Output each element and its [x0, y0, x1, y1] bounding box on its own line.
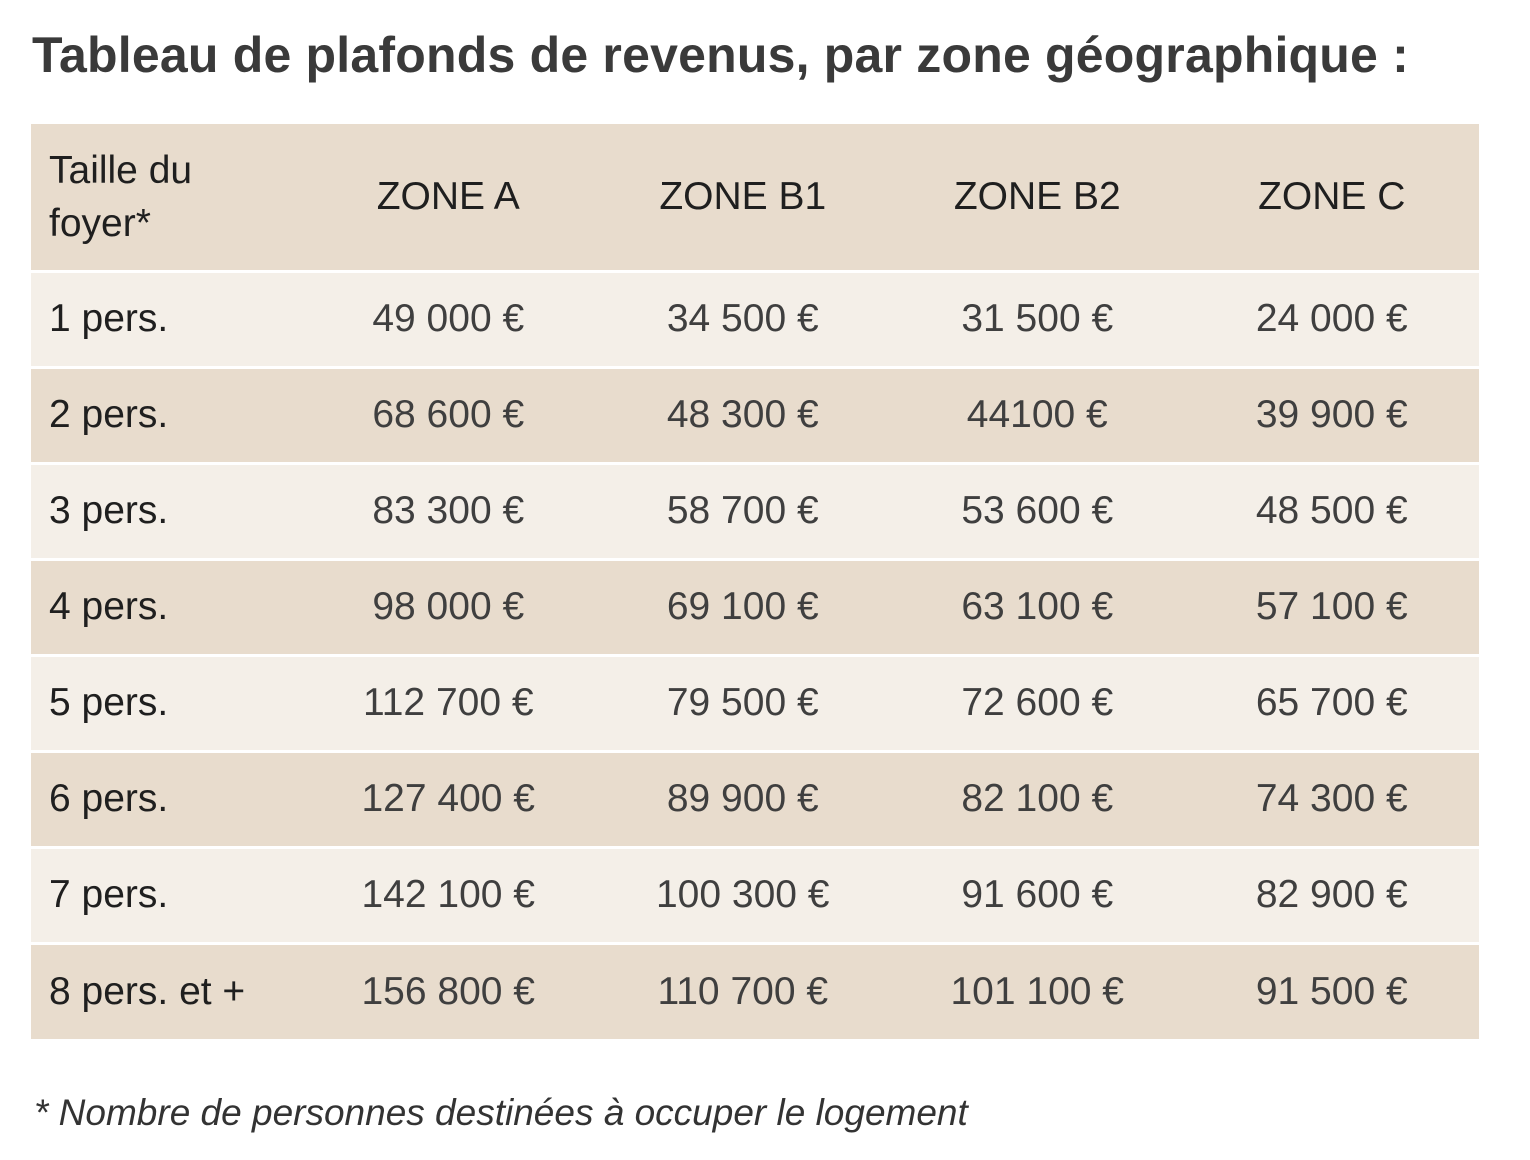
zone-b1-cell: 48 300 € — [595, 367, 890, 465]
table-row: 2 pers. 68 600 € 48 300 € 44100 € 39 900… — [31, 367, 1479, 465]
zone-b2-cell: 72 600 € — [890, 655, 1185, 753]
zone-b1-cell: 100 300 € — [595, 847, 890, 945]
zone-c-cell: 57 100 € — [1184, 559, 1479, 657]
zone-a-cell: 112 700 € — [301, 655, 596, 753]
zone-b1-cell: 69 100 € — [595, 559, 890, 657]
income-ceiling-table: Taille du foyer* ZONE A ZONE B1 ZONE B2 … — [31, 124, 1479, 1039]
household-size-cell: 5 pers. — [31, 655, 301, 753]
household-size-cell: 3 pers. — [31, 463, 301, 561]
zone-a-cell: 49 000 € — [301, 271, 596, 369]
household-size-cell: 4 pers. — [31, 559, 301, 657]
zone-c-cell: 39 900 € — [1184, 367, 1479, 465]
header-zone-b1: ZONE B1 — [595, 124, 890, 273]
zone-b2-cell: 53 600 € — [890, 463, 1185, 561]
zone-a-cell: 142 100 € — [301, 847, 596, 945]
household-size-cell: 1 pers. — [31, 271, 301, 369]
header-zone-c: ZONE C — [1184, 124, 1479, 273]
zone-a-cell: 83 300 € — [301, 463, 596, 561]
table-row: 5 pers. 112 700 € 79 500 € 72 600 € 65 7… — [31, 655, 1479, 753]
zone-b1-cell: 89 900 € — [595, 751, 890, 849]
zone-c-cell: 24 000 € — [1184, 271, 1479, 369]
zone-c-cell: 82 900 € — [1184, 847, 1479, 945]
zone-b1-cell: 79 500 € — [595, 655, 890, 753]
page-title: Tableau de plafonds de revenus, par zone… — [32, 27, 1409, 83]
table-body: 1 pers. 49 000 € 34 500 € 31 500 € 24 00… — [31, 271, 1479, 1039]
table-row: 6 pers. 127 400 € 89 900 € 82 100 € 74 3… — [31, 751, 1479, 849]
footnote: * Nombre de personnes destinées à occupe… — [34, 1092, 968, 1133]
table-row: 3 pers. 83 300 € 58 700 € 53 600 € 48 50… — [31, 463, 1479, 561]
household-size-cell: 2 pers. — [31, 367, 301, 465]
zone-c-cell: 65 700 € — [1184, 655, 1479, 753]
household-size-cell: 8 pers. et + — [49, 969, 246, 1013]
zone-a-cell: 68 600 € — [301, 367, 596, 465]
header-zone-a: ZONE A — [301, 124, 596, 273]
household-size-cell: 6 pers. — [31, 751, 301, 849]
zone-b2-cell: 101 100 € — [950, 969, 1124, 1013]
table-row: 4 pers. 98 000 € 69 100 € 63 100 € 57 10… — [31, 559, 1479, 657]
zone-b2-cell: 91 600 € — [890, 847, 1185, 945]
zone-b1-cell: 110 700 € — [657, 969, 829, 1013]
zone-b2-cell: 31 500 € — [890, 271, 1185, 369]
household-size-cell: 7 pers. — [31, 847, 301, 945]
zone-c-cell: 74 300 € — [1184, 751, 1479, 849]
header-zone-b2: ZONE B2 — [890, 124, 1185, 273]
zone-a-cell: 127 400 € — [301, 751, 596, 849]
zone-b2-cell: 44100 € — [890, 367, 1185, 465]
zone-b1-cell: 58 700 € — [595, 463, 890, 561]
zone-b2-cell: 63 100 € — [890, 559, 1185, 657]
zone-c-cell: 48 500 € — [1184, 463, 1479, 561]
table-row: 8 pers. et + 156 800 € 110 700 € 101 100… — [31, 943, 1479, 1039]
zone-b1-cell: 34 500 € — [595, 271, 890, 369]
header-household-size: Taille du foyer* — [31, 124, 301, 273]
zone-a-cell: 156 800 € — [361, 969, 535, 1013]
table-row: 1 pers. 49 000 € 34 500 € 31 500 € 24 00… — [31, 271, 1479, 369]
zone-a-cell: 98 000 € — [301, 559, 596, 657]
header-row: Taille du foyer* ZONE A ZONE B1 ZONE B2 … — [31, 124, 1479, 273]
zone-b2-cell: 82 100 € — [890, 751, 1185, 849]
zone-c-cell: 91 500 € — [1255, 969, 1408, 1013]
income-ceiling-table-container: Taille du foyer* ZONE A ZONE B1 ZONE B2 … — [31, 124, 1479, 1039]
table-row: 7 pers. 142 100 € 100 300 € 91 600 € 82 … — [31, 847, 1479, 945]
table-header: Taille du foyer* ZONE A ZONE B1 ZONE B2 … — [31, 124, 1479, 273]
